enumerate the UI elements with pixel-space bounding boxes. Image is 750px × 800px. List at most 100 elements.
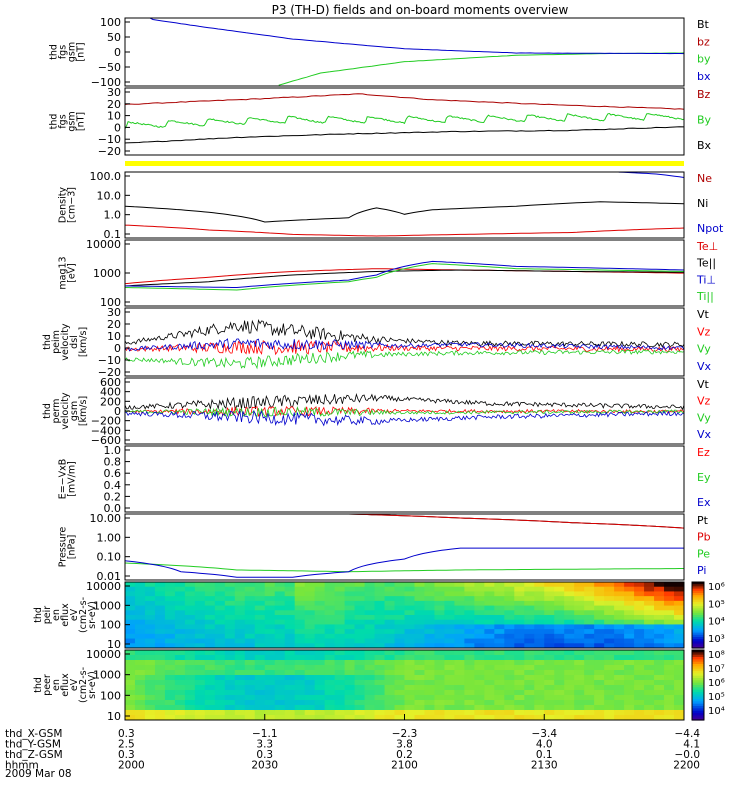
spectrogram-cell: [424, 633, 436, 640]
footer-value: 2100: [391, 760, 418, 772]
spectrogram-cell: [644, 680, 655, 686]
spectrogram-cell: [534, 633, 545, 640]
spectrogram-cell: [604, 582, 615, 588]
spectrogram-cell: [194, 619, 206, 626]
spectrogram-cell: [504, 610, 515, 616]
spectrogram-cell: [254, 660, 266, 666]
colorbar-segment: [692, 621, 704, 625]
spectrogram-cell: [554, 591, 565, 597]
spectrogram-cell: [474, 629, 485, 635]
spectrogram-cell: [644, 690, 655, 696]
spectrogram-cell: [454, 715, 465, 720]
spectrogram-cell: [274, 705, 286, 711]
spectrogram-cell: [404, 660, 416, 666]
spectrogram-cell: [164, 619, 176, 626]
colorbar-label: 10⁴: [708, 617, 725, 628]
spectrogram-cell: [314, 615, 326, 621]
spectrogram-cell: [334, 624, 346, 630]
spectrogram-cell: [144, 600, 156, 607]
spectrogram-cell: [354, 665, 366, 671]
spectrogram-cell: [244, 710, 256, 716]
y-tick-label: −10: [98, 133, 121, 146]
colorbar-segment: [692, 641, 704, 645]
spectrogram-cell: [134, 695, 146, 701]
spectrogram-cell: [314, 655, 326, 661]
spectrogram-cell: [394, 700, 406, 706]
spectrogram-cell: [664, 710, 675, 716]
spectrogram-cell: [494, 638, 505, 644]
spectrogram-cell: [264, 596, 276, 602]
spectrogram-cell: [404, 650, 416, 656]
footer-value: 2000: [118, 760, 145, 772]
spectrogram-cell: [444, 638, 456, 644]
spectrogram-cell: [434, 670, 446, 676]
spectrogram-cell: [214, 643, 226, 648]
spectrogram-cell: [664, 695, 675, 701]
spectrogram-cell: [174, 650, 186, 656]
colorbar-segment: [692, 619, 704, 623]
spectrogram-cell: [284, 680, 296, 686]
spectrogram-cell: [534, 582, 545, 588]
spectrogram-cell: [154, 629, 166, 635]
spectrogram-cell: [254, 638, 266, 644]
spectrogram-cell: [454, 695, 465, 701]
spectrogram-cell: [224, 586, 236, 593]
spectrogram-cell: [284, 670, 296, 676]
spectrogram-cell: [664, 643, 675, 648]
spectrogram-cell: [364, 695, 376, 701]
y-axis-label: mag13: [58, 256, 69, 289]
spectrogram-cell: [184, 596, 196, 602]
spectrogram-cell: [204, 643, 216, 648]
spectrogram-cell: [164, 700, 176, 706]
spectrogram-cell: [614, 610, 625, 616]
spectrogram-cell: [184, 655, 196, 661]
spectrogram-cell: [164, 596, 176, 602]
spectrogram-cell: [294, 591, 306, 597]
spectrogram-cell: [544, 685, 555, 691]
y-axis-label: (cm2-s-: [78, 667, 89, 703]
spectrogram-cell: [214, 705, 226, 711]
spectrogram-cell: [534, 715, 545, 720]
spectrogram-cell: [564, 705, 575, 711]
spectrogram-cell: [664, 610, 675, 616]
spectrogram-cell: [234, 619, 246, 626]
spectrogram-cell: [125, 650, 136, 656]
spectrogram-cell: [454, 638, 465, 644]
spectrogram-cell: [344, 610, 356, 616]
colorbar-segment: [692, 717, 704, 721]
spectrogram-cell: [125, 624, 136, 630]
spectrogram-cell: [224, 605, 236, 611]
spectrogram-cell: [384, 615, 396, 621]
spectrogram-cell: [144, 680, 156, 686]
spectrogram-cell: [474, 619, 485, 626]
spectrogram-cell: [334, 665, 346, 671]
spectrogram-cell: [404, 695, 416, 701]
y-tick-label: 400: [100, 386, 121, 399]
spectrogram-cell: [504, 700, 515, 706]
spectrogram-cell: [354, 605, 366, 611]
y-axis-label: gsm: [69, 401, 80, 421]
colorbar-segment: [692, 696, 704, 700]
spectrogram-cell: [594, 633, 605, 640]
spectrogram-cell: [344, 705, 356, 711]
spectrogram-cell: [125, 586, 136, 593]
spectrogram-cell: [594, 700, 605, 706]
spectrogram-cell: [574, 680, 585, 686]
spectrogram-cell: [304, 690, 316, 696]
spectrogram-cell: [194, 700, 206, 706]
spectrogram-cell: [534, 705, 545, 711]
spectrogram-cell: [624, 591, 635, 597]
spectrogram-cell: [144, 591, 156, 597]
spectrogram-cell: [234, 650, 246, 656]
spectrogram-cell: [474, 680, 485, 686]
y-axis-label: fgs: [58, 45, 69, 59]
spectrogram-cell: [274, 650, 286, 656]
spectrogram-cell: [504, 655, 515, 661]
spectrogram-cell: [384, 690, 396, 696]
spectrogram-cell: [404, 605, 416, 611]
spectrogram-cell: [344, 643, 356, 648]
spectrogram-cell: [404, 638, 416, 644]
spectrogram-cell: [414, 600, 426, 607]
spectrogram-cell: [624, 605, 635, 611]
